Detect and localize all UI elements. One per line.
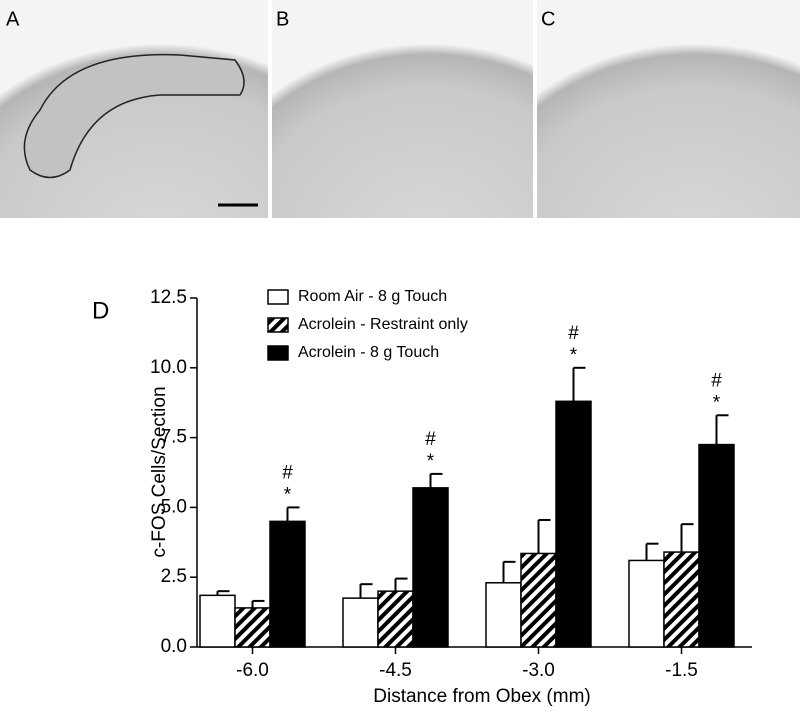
x-tick-label: -1.5 <box>665 660 698 681</box>
significance-mark: * <box>427 451 435 472</box>
x-axis-label: Distance from Obex (mm) <box>373 686 590 707</box>
panel-label: D <box>92 297 109 324</box>
micrograph-c <box>537 0 800 218</box>
y-tick-label: 2.5 <box>161 566 187 587</box>
micrograph-b <box>272 0 533 218</box>
bar <box>555 400 592 648</box>
panel-label: A <box>6 8 20 30</box>
bar <box>485 582 522 648</box>
legend-swatch <box>267 289 289 305</box>
significance-mark: # <box>711 370 722 391</box>
bar <box>342 597 379 648</box>
bar <box>663 551 700 648</box>
x-tick-label: -3.0 <box>522 660 555 681</box>
bar <box>269 520 306 648</box>
bar <box>377 590 414 648</box>
legend-label: Room Air - 8 g Touch <box>298 288 447 305</box>
significance-mark: # <box>282 462 293 483</box>
legend-label: Acrolein - 8 g Touch <box>298 344 439 361</box>
bar <box>199 594 236 648</box>
significance-mark: # <box>568 323 579 344</box>
bar <box>412 487 449 648</box>
legend-swatch <box>267 317 289 333</box>
x-tick-label: -6.0 <box>236 660 269 681</box>
panel-label: C <box>541 8 555 30</box>
significance-mark: * <box>284 484 292 505</box>
legend-swatch <box>267 345 289 361</box>
y-tick-label: 12.5 <box>150 287 187 308</box>
y-tick-label: 7.5 <box>161 427 187 448</box>
micrograph-a <box>0 0 268 218</box>
y-tick-label: 10.0 <box>150 357 187 378</box>
bar <box>520 552 557 648</box>
bar <box>234 607 271 648</box>
bar <box>698 443 735 648</box>
y-tick-label: 5.0 <box>161 496 187 517</box>
bar <box>628 559 665 648</box>
y-axis-label: c-FOS Cells/Section <box>149 386 170 557</box>
significance-mark: # <box>425 429 436 450</box>
panel-label: B <box>276 8 289 30</box>
legend-label: Acrolein - Restraint only <box>298 316 468 333</box>
significance-mark: * <box>713 392 721 413</box>
y-tick-label: 0.0 <box>161 636 187 657</box>
x-tick-label: -4.5 <box>379 660 412 681</box>
significance-mark: * <box>570 345 578 366</box>
